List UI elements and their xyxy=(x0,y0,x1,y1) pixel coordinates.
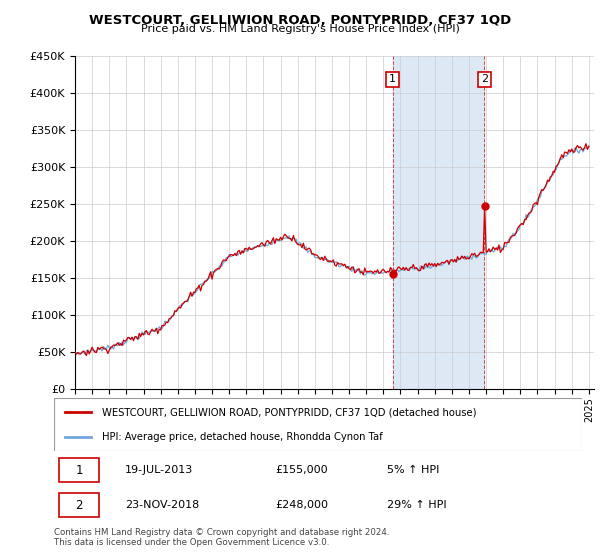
Text: HPI: Average price, detached house, Rhondda Cynon Taf: HPI: Average price, detached house, Rhon… xyxy=(101,432,382,442)
Text: Contains HM Land Registry data © Crown copyright and database right 2024.
This d: Contains HM Land Registry data © Crown c… xyxy=(54,528,389,547)
Text: 19-JUL-2013: 19-JUL-2013 xyxy=(125,465,194,475)
Text: £155,000: £155,000 xyxy=(276,465,328,475)
FancyBboxPatch shape xyxy=(59,458,99,482)
Text: 2: 2 xyxy=(481,74,488,85)
FancyBboxPatch shape xyxy=(59,493,99,517)
Text: 1: 1 xyxy=(76,464,83,477)
Text: WESTCOURT, GELLIWION ROAD, PONTYPRIDD, CF37 1QD (detached house): WESTCOURT, GELLIWION ROAD, PONTYPRIDD, C… xyxy=(101,408,476,418)
Text: 1: 1 xyxy=(389,74,396,85)
Text: £248,000: £248,000 xyxy=(276,500,329,510)
FancyBboxPatch shape xyxy=(54,398,582,451)
Text: 29% ↑ HPI: 29% ↑ HPI xyxy=(386,500,446,510)
Bar xyxy=(393,56,484,389)
Text: 2: 2 xyxy=(76,498,83,511)
Text: WESTCOURT, GELLIWION ROAD, PONTYPRIDD, CF37 1QD: WESTCOURT, GELLIWION ROAD, PONTYPRIDD, C… xyxy=(89,14,511,27)
Text: Price paid vs. HM Land Registry's House Price Index (HPI): Price paid vs. HM Land Registry's House … xyxy=(140,24,460,34)
Text: 5% ↑ HPI: 5% ↑ HPI xyxy=(386,465,439,475)
Text: 23-NOV-2018: 23-NOV-2018 xyxy=(125,500,200,510)
